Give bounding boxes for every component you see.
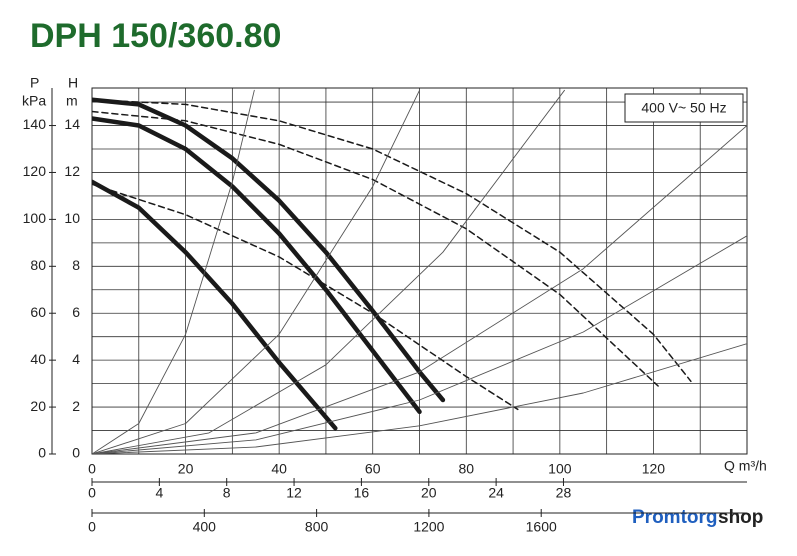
y-tick-label: 14	[64, 116, 80, 132]
x3-tick-label: 400	[193, 519, 217, 535]
note: 400 V~ 50 Hz	[641, 100, 726, 116]
x-tick-label: 80	[458, 461, 474, 477]
chart-title: DPH 150/360.80	[30, 17, 281, 55]
x2-tick-label: 20	[421, 485, 437, 501]
y2-tick-label: 60	[30, 304, 46, 320]
curve	[92, 235, 747, 454]
y2-tick-label: 80	[30, 257, 46, 273]
y2-tick-label: 20	[30, 398, 46, 414]
logo-part: Promtorg	[632, 507, 718, 528]
curve	[92, 179, 338, 431]
x-tick-label: 60	[365, 461, 381, 477]
x-tick-label: 100	[548, 461, 572, 477]
y-tick-label: 0	[72, 445, 80, 461]
curve	[92, 110, 659, 387]
y2-tick-label: 40	[30, 351, 46, 367]
x2-tick-label: 24	[488, 485, 504, 501]
y2-tick-label: 0	[38, 445, 46, 461]
y-tick-label: 6	[72, 304, 80, 320]
x2-tick-label: 4	[155, 485, 163, 501]
y2-axis-unit: kPa	[22, 93, 46, 109]
curve	[92, 89, 420, 454]
curve	[92, 125, 747, 454]
y2-tick-label: 100	[23, 210, 47, 226]
curve	[92, 97, 446, 403]
y-tick-label: 10	[64, 210, 80, 226]
x2-tick-label: 28	[556, 485, 572, 501]
curve	[92, 183, 519, 411]
x3-tick-label: 0	[88, 519, 96, 535]
curve	[92, 89, 255, 454]
x-axis-label: Q m³/h	[724, 458, 767, 474]
logo-part: shop	[718, 507, 763, 528]
curve	[92, 89, 565, 454]
x3-tick-label: 800	[305, 519, 329, 535]
y-tick-label: 2	[72, 398, 80, 414]
y-tick-label: 4	[72, 351, 80, 367]
x2-tick-label: 0	[88, 485, 96, 501]
y-axis-label: H	[68, 75, 78, 91]
x-tick-label: 20	[178, 461, 194, 477]
x3-tick-label: 1600	[526, 519, 557, 535]
y2-tick-label: 140	[23, 116, 47, 132]
x2-tick-label: 12	[286, 485, 302, 501]
curve	[92, 116, 422, 415]
x2-tick-label: 16	[354, 485, 370, 501]
plot-frame	[91, 87, 748, 455]
y-axis-unit: m	[66, 93, 78, 109]
y2-axis-label: P	[30, 75, 39, 91]
x2-tick-label: 8	[223, 485, 231, 501]
y-tick-label: 12	[64, 163, 80, 179]
x-tick-label: 120	[642, 461, 666, 477]
x3-tick-label: 1200	[413, 519, 444, 535]
curve	[92, 98, 692, 383]
y-tick-label: 8	[72, 257, 80, 273]
note-box	[624, 93, 744, 123]
curve	[92, 343, 747, 454]
y2-tick-label: 120	[23, 163, 47, 179]
x-tick-label: 40	[271, 461, 287, 477]
x-tick-label: 0	[88, 461, 96, 477]
